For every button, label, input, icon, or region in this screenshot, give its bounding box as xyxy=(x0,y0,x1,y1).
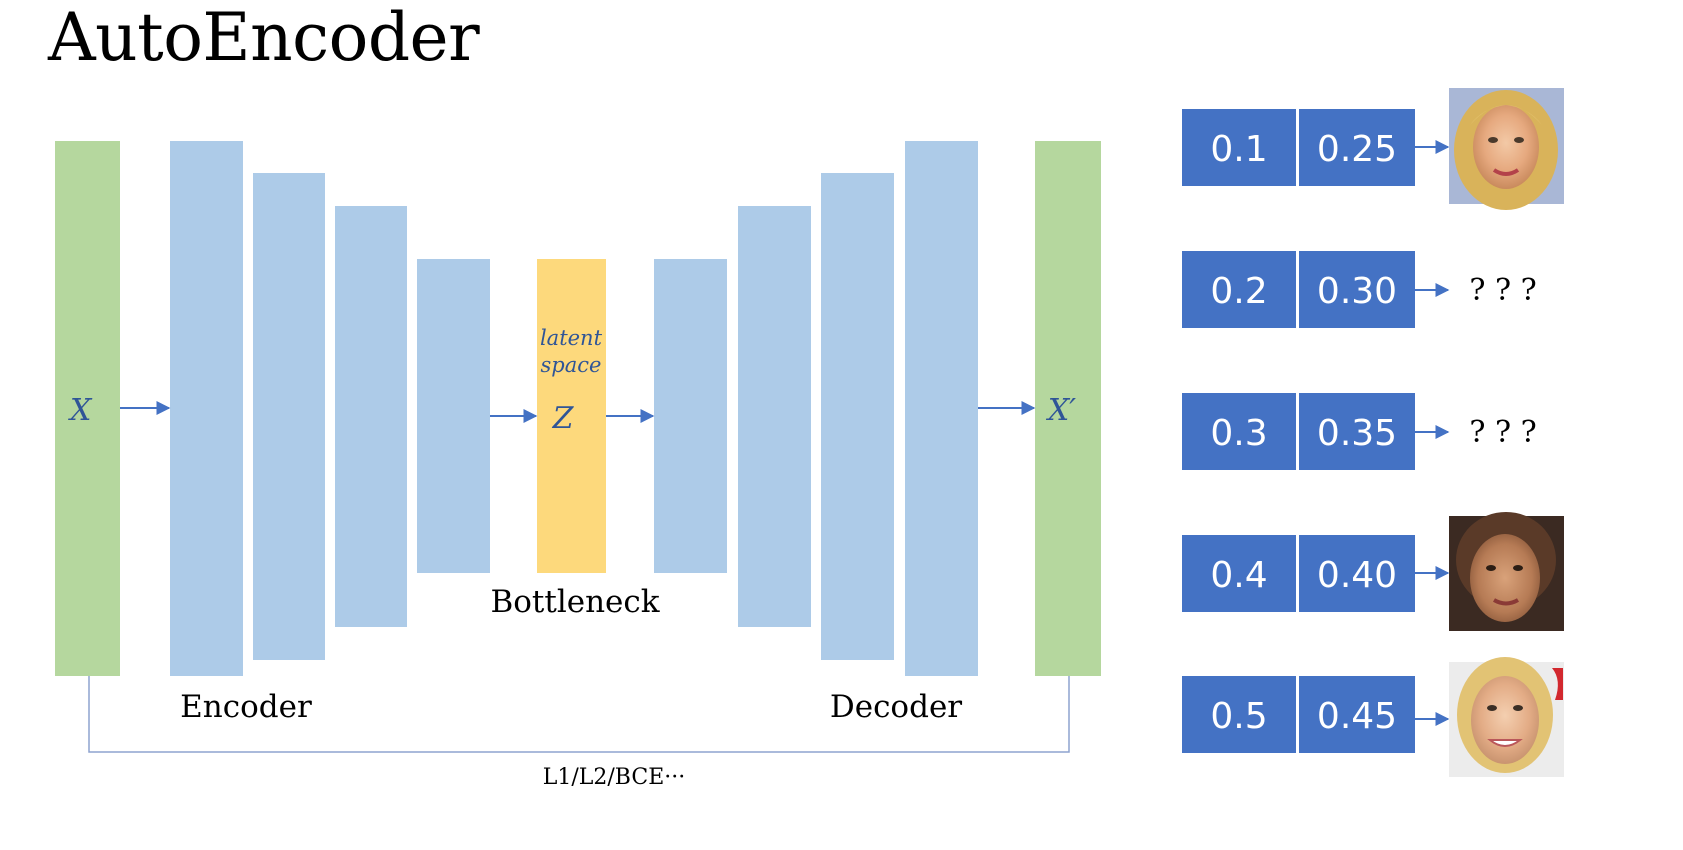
vector-value-2: 0.35 xyxy=(1317,413,1397,454)
vector-value-1: 0.3 xyxy=(1210,413,1267,454)
latent-caption-line2: space xyxy=(541,353,602,377)
sample-row-5: 0.5 0.45 xyxy=(1182,657,1564,777)
sample-row-4: 0.4 0.40 xyxy=(1182,512,1564,631)
sample-row-3: 0.3 0.35 ? ? ? xyxy=(1182,393,1537,470)
vector-value-1: 0.4 xyxy=(1210,555,1267,596)
face-image-2 xyxy=(1449,512,1564,631)
vector-value-2: 0.25 xyxy=(1317,129,1397,170)
latent-label: Z xyxy=(552,401,575,436)
unknown-output: ? ? ? xyxy=(1469,415,1536,450)
loss-label: L1/L2/BCE··· xyxy=(543,765,685,790)
vector-cell xyxy=(1182,393,1296,470)
vector-value-2: 0.40 xyxy=(1317,555,1397,596)
encoder-layer-1 xyxy=(170,141,243,676)
latent-layer xyxy=(537,259,606,573)
encoder-layer-3 xyxy=(335,206,407,627)
loss-connector xyxy=(88,676,1070,753)
vector-value-1: 0.2 xyxy=(1210,271,1267,312)
vector-cell xyxy=(1182,676,1296,753)
encoder-layer-4 xyxy=(417,259,490,573)
vector-cell xyxy=(1299,109,1415,186)
face-image-3 xyxy=(1449,657,1564,777)
vector-value-2: 0.30 xyxy=(1317,271,1397,312)
decoder-layer-1 xyxy=(654,259,727,573)
vector-value-1: 0.5 xyxy=(1210,696,1267,737)
input-label: X xyxy=(68,393,93,428)
sample-row-1: 0.1 0.25 xyxy=(1182,88,1564,210)
vector-cell xyxy=(1299,676,1415,753)
decoder-layer-3 xyxy=(821,173,894,660)
input-layer xyxy=(55,141,120,676)
vector-cell xyxy=(1299,535,1415,612)
vector-value-2: 0.45 xyxy=(1317,696,1397,737)
vector-cell xyxy=(1182,251,1296,328)
vector-cell xyxy=(1182,535,1296,612)
output-layer xyxy=(1035,141,1101,676)
vector-cell xyxy=(1182,109,1296,186)
unknown-output: ? ? ? xyxy=(1469,273,1536,308)
vector-cell xyxy=(1299,393,1415,470)
decoder-label: Decoder xyxy=(830,689,962,725)
latent-caption-line1: latent xyxy=(540,326,603,350)
vector-cell xyxy=(1299,251,1415,328)
sample-row-2: 0.2 0.30 ? ? ? xyxy=(1182,251,1537,328)
decoder-layer-2 xyxy=(738,206,811,627)
face-image-1 xyxy=(1449,88,1564,210)
bottleneck-label: Bottleneck xyxy=(490,584,659,620)
page-title: AutoEncoder xyxy=(48,0,480,76)
encoder-label: Encoder xyxy=(180,689,312,725)
encoder-layer-2 xyxy=(253,173,325,660)
decoder-layer-4 xyxy=(905,141,978,676)
vector-value-1: 0.1 xyxy=(1210,129,1267,170)
output-label: X′ xyxy=(1046,393,1076,428)
